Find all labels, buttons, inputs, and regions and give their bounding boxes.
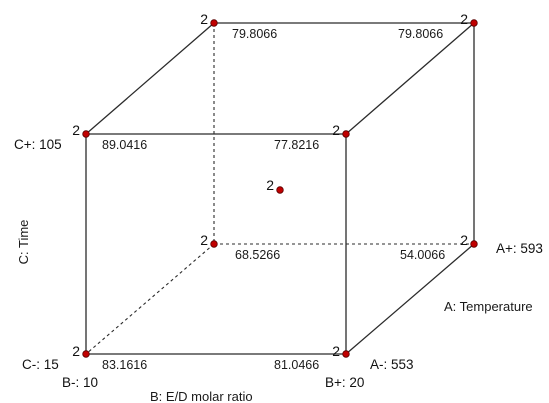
level-c-high: C+: 105 — [14, 137, 62, 152]
count-front-top-left: 2 — [72, 122, 80, 138]
value-front-top-right: 77.8216 — [274, 138, 319, 152]
count-back-top-left: 2 — [200, 11, 208, 27]
level-a-low: A-: 553 — [370, 357, 414, 372]
edge-top-left-diagonal — [85, 22, 215, 135]
point-back-bottom-right — [470, 240, 478, 248]
level-b-high: B+: 20 — [325, 375, 364, 390]
count-front-bottom-left: 2 — [72, 343, 80, 359]
value-back-bottom-right: 54.0066 — [400, 248, 445, 262]
point-front-top-left — [82, 130, 90, 138]
level-b-low: B-: 10 — [62, 375, 98, 390]
axis-label-c: C: Time — [16, 220, 31, 265]
level-a-high: A+: 593 — [496, 241, 543, 256]
count-back-bottom-left: 2 — [200, 232, 208, 248]
value-back-top-left: 79.8066 — [232, 27, 277, 41]
count-front-bottom-right: 2 — [332, 343, 340, 359]
hidden-edge-diagonal — [85, 243, 215, 355]
value-front-top-left: 89.0416 — [102, 138, 147, 152]
count-front-top-right: 2 — [332, 122, 340, 138]
count-center: 2 — [266, 177, 274, 193]
value-back-bottom-left: 68.5266 — [235, 248, 280, 262]
axis-label-a: A: Temperature — [444, 299, 533, 314]
value-back-top-right: 79.8066 — [398, 27, 443, 41]
point-back-top-left — [210, 19, 218, 27]
point-center — [276, 186, 284, 194]
point-front-bottom-left — [82, 350, 90, 358]
axis-label-b: B: E/D molar ratio — [150, 389, 253, 403]
point-front-bottom-right — [342, 350, 350, 358]
point-back-top-right — [470, 19, 478, 27]
count-back-bottom-right: 2 — [460, 232, 468, 248]
edge-bottom-right-diagonal — [345, 243, 475, 355]
value-front-bottom-right: 81.0466 — [274, 358, 319, 372]
point-front-top-right — [342, 130, 350, 138]
edge-top-right-diagonal — [345, 22, 475, 135]
point-back-bottom-left — [210, 240, 218, 248]
level-c-low: C-: 15 — [22, 357, 59, 372]
count-back-top-right: 2 — [460, 11, 468, 27]
value-front-bottom-left: 83.1616 — [102, 358, 147, 372]
